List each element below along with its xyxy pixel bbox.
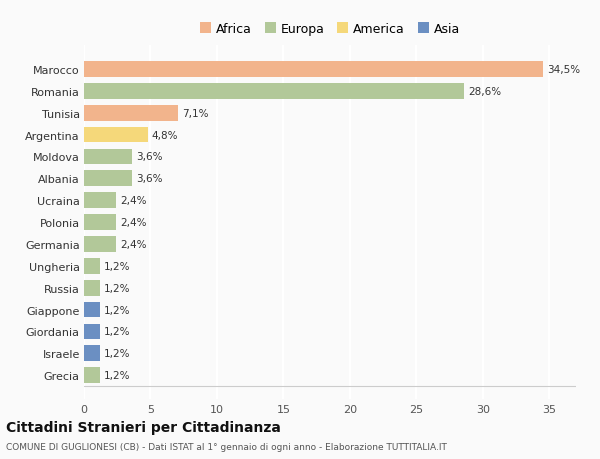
Text: Cittadini Stranieri per Cittadinanza: Cittadini Stranieri per Cittadinanza [6, 420, 281, 434]
Bar [84, 215, 116, 230]
Bar [84, 106, 178, 121]
Text: 4,8%: 4,8% [152, 130, 178, 140]
Bar [84, 258, 100, 274]
Text: 1,2%: 1,2% [104, 283, 130, 293]
Text: COMUNE DI GUGLIONESI (CB) - Dati ISTAT al 1° gennaio di ogni anno - Elaborazione: COMUNE DI GUGLIONESI (CB) - Dati ISTAT a… [6, 442, 447, 451]
Text: 3,6%: 3,6% [136, 174, 163, 184]
Bar [84, 280, 100, 296]
Text: 34,5%: 34,5% [547, 65, 580, 75]
Text: 1,2%: 1,2% [104, 261, 130, 271]
Text: 7,1%: 7,1% [182, 108, 209, 118]
Bar [84, 302, 100, 318]
Bar [84, 368, 100, 383]
Text: 1,2%: 1,2% [104, 327, 130, 337]
Bar [84, 346, 100, 361]
Bar [84, 236, 116, 252]
Text: 1,2%: 1,2% [104, 370, 130, 381]
Bar [84, 149, 132, 165]
Bar [84, 84, 464, 100]
Bar [84, 171, 132, 187]
Text: 1,2%: 1,2% [104, 305, 130, 315]
Text: 2,4%: 2,4% [120, 218, 146, 228]
Bar [84, 62, 543, 78]
Bar [84, 128, 148, 143]
Legend: Africa, Europa, America, Asia: Africa, Europa, America, Asia [197, 20, 463, 38]
Text: 2,4%: 2,4% [120, 240, 146, 249]
Text: 1,2%: 1,2% [104, 348, 130, 358]
Text: 28,6%: 28,6% [468, 87, 502, 97]
Text: 3,6%: 3,6% [136, 152, 163, 162]
Bar [84, 193, 116, 209]
Text: 2,4%: 2,4% [120, 196, 146, 206]
Bar [84, 324, 100, 340]
